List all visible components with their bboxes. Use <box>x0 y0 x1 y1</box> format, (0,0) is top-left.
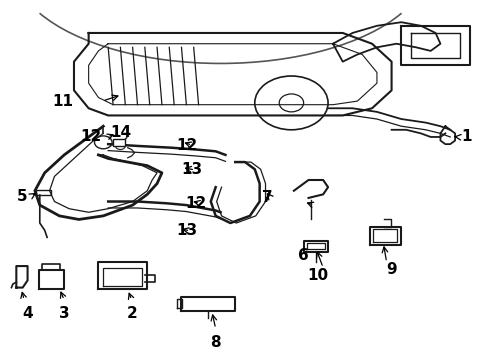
Text: 9: 9 <box>386 262 397 278</box>
Bar <box>36 190 50 195</box>
Text: 13: 13 <box>181 162 202 177</box>
Bar <box>113 139 125 146</box>
Text: 1: 1 <box>461 130 471 144</box>
Text: 12: 12 <box>80 130 102 144</box>
Text: 2: 2 <box>126 306 137 321</box>
Text: 3: 3 <box>59 306 70 321</box>
Text: 4: 4 <box>22 306 33 321</box>
Text: 11: 11 <box>52 94 73 109</box>
Text: 7: 7 <box>262 190 272 206</box>
Text: 10: 10 <box>308 268 329 283</box>
Text: 12: 12 <box>176 139 198 153</box>
Text: 14: 14 <box>110 125 131 140</box>
Text: 6: 6 <box>298 248 309 263</box>
Text: 8: 8 <box>210 335 221 350</box>
Text: 5: 5 <box>17 189 27 204</box>
Text: 13: 13 <box>176 224 198 238</box>
Text: 12: 12 <box>185 196 207 211</box>
